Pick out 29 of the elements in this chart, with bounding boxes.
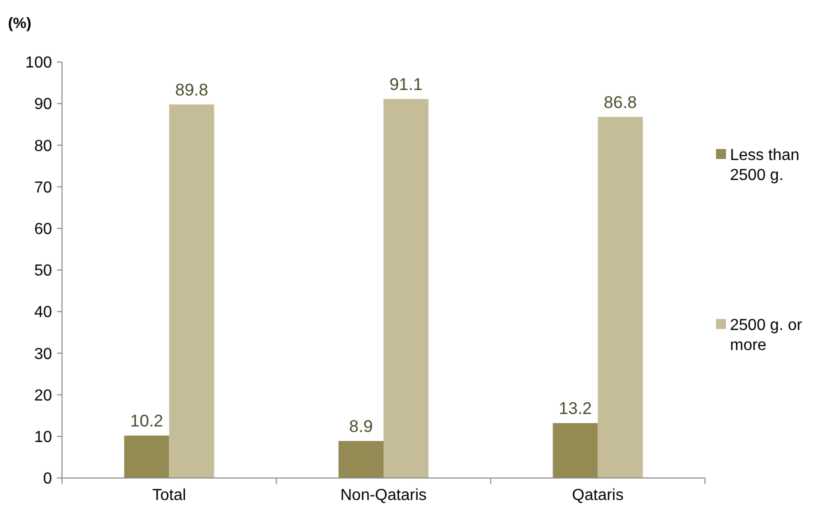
y-tick-label: 60: [34, 221, 52, 238]
y-tick-label: 80: [34, 138, 52, 155]
bar: [384, 99, 428, 478]
y-tick-label: 100: [25, 54, 52, 72]
legend-label: 2500 g. or more: [730, 317, 803, 354]
legend-label: Less than 2500 g.: [730, 147, 800, 184]
data-label: 10.2: [130, 412, 164, 431]
y-tick-label: 20: [34, 387, 52, 404]
data-label: 8.9: [349, 416, 373, 436]
y-tick-label: 90: [34, 96, 52, 114]
y-tick-label: 30: [34, 346, 52, 363]
x-tick-label: Non-Qataris: [340, 487, 427, 504]
y-tick-label: 0: [43, 470, 52, 488]
data-label: 89.8: [175, 80, 208, 100]
y-axis-title: (%): [8, 15, 32, 32]
data-label: 86.8: [604, 92, 637, 112]
x-tick-label: Qataris: [572, 487, 624, 504]
bar: [338, 440, 384, 478]
y-tick-label: 40: [34, 304, 52, 322]
data-label: 91.1: [389, 75, 423, 94]
bar: [169, 104, 214, 478]
y-tick-label: 10: [34, 429, 52, 446]
y-tick-label: 50: [34, 262, 52, 280]
bar: [552, 423, 598, 478]
bar: [124, 436, 170, 478]
x-tick-label: Total: [152, 487, 186, 504]
data-label: 13.2: [558, 399, 592, 418]
y-tick-label: 70: [34, 179, 52, 196]
bar: [598, 116, 643, 478]
